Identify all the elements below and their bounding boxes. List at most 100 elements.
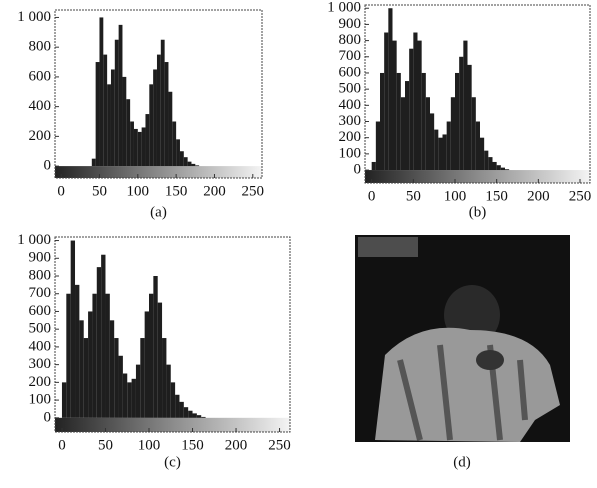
bar (130, 121, 134, 167)
bar (99, 17, 104, 167)
bar (122, 373, 128, 418)
x-tick-label: 0 (368, 188, 376, 204)
bar (126, 99, 131, 167)
x-tick-label: 200 (203, 183, 226, 199)
bar (160, 39, 165, 167)
bar (425, 97, 430, 171)
y-tick-label: 600 (29, 68, 52, 84)
y-tick-label: 600 (339, 64, 362, 80)
y-tick-label: 500 (339, 81, 362, 97)
bar (149, 293, 154, 418)
panel-caption: (a) (150, 204, 167, 220)
bar (127, 382, 132, 418)
bar (455, 72, 460, 171)
bar (442, 134, 447, 171)
panel-caption: (c) (164, 454, 181, 470)
bar (388, 8, 393, 171)
bar (176, 139, 180, 167)
bar (133, 128, 138, 167)
bar (396, 72, 401, 171)
bar (434, 129, 439, 171)
gray-scale-strip (55, 417, 290, 432)
bar (95, 62, 100, 167)
bar (438, 137, 443, 171)
x-tick-label: 150 (165, 183, 188, 199)
y-tick-label: 400 (29, 98, 52, 114)
bar (392, 40, 397, 171)
bar (421, 72, 426, 171)
bar (137, 131, 142, 167)
y-tick-label: 100 (29, 392, 52, 408)
bar (179, 151, 184, 167)
y-tick-label: 300 (339, 113, 362, 129)
bar (70, 240, 76, 418)
bar (463, 40, 468, 171)
x-tick-label: 250 (268, 437, 291, 453)
bar (75, 284, 80, 418)
x-tick-label: 100 (127, 183, 150, 199)
x-tick-label: 150 (181, 437, 204, 453)
bar (103, 54, 108, 167)
bar (409, 48, 414, 171)
x-tick-label: 250 (242, 183, 265, 199)
bar (105, 293, 110, 418)
y-tick-label: 200 (29, 128, 52, 144)
y-tick-label: 900 (29, 250, 52, 266)
bar (170, 382, 176, 418)
bar (467, 64, 472, 171)
bar (114, 39, 119, 167)
bar (175, 394, 180, 418)
bar (141, 127, 146, 167)
bar (459, 56, 464, 171)
x-tick-label: 150 (485, 188, 508, 204)
x-tick-label: 0 (58, 437, 66, 453)
bar (400, 97, 405, 171)
bar (118, 355, 123, 418)
bar (107, 84, 111, 167)
bar (500, 167, 505, 171)
bar (179, 401, 184, 418)
x-tick-label: 200 (527, 188, 550, 204)
y-tick-label: 400 (29, 338, 52, 354)
x-tick-label: 100 (444, 188, 467, 204)
bar (91, 158, 96, 167)
x-tick-label: 200 (225, 437, 248, 453)
bar (153, 69, 157, 167)
bar (149, 84, 154, 167)
x-tick-label: 50 (98, 437, 113, 453)
x-tick-label: 100 (138, 437, 161, 453)
bar (450, 97, 455, 171)
bar (375, 121, 380, 171)
bar (101, 254, 106, 418)
panel-caption: (d) (453, 454, 471, 470)
bar (162, 338, 167, 418)
bar (413, 32, 418, 171)
y-tick-label: 600 (29, 303, 52, 319)
bar (118, 24, 123, 167)
y-tick-label: 200 (339, 129, 362, 145)
y-tick-label: 300 (29, 356, 52, 372)
bar (122, 76, 127, 167)
bar (79, 320, 84, 418)
plot-frame (364, 4, 591, 184)
y-tick-label: 800 (29, 39, 52, 55)
bar (145, 114, 150, 167)
y-tick-label: 1 000 (17, 232, 51, 248)
bar (371, 161, 376, 171)
bar (135, 364, 141, 418)
bar (61, 382, 67, 418)
gray-scale-strip (55, 166, 262, 178)
bar (144, 311, 149, 418)
bar (192, 413, 197, 418)
bar (156, 54, 161, 167)
photo (355, 235, 570, 442)
bar (475, 121, 480, 171)
bar (66, 293, 71, 418)
histogram: 0 200 400 600 800 1 000 0 50 100 150 200 250 (a) (17, 9, 264, 221)
bar (96, 267, 102, 418)
bar (183, 407, 189, 418)
bar (166, 364, 171, 418)
